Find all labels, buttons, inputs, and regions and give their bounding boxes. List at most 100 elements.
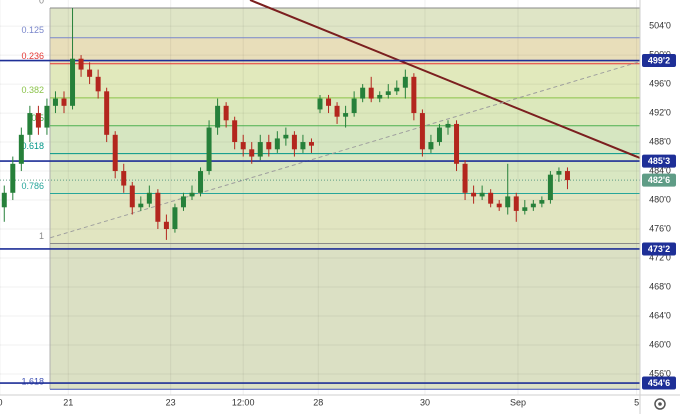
candle-body [78,58,84,70]
candle-body [471,192,477,197]
candle-body [121,171,127,186]
x-tick-label: 12:00 [232,397,255,407]
candle-body [513,196,519,211]
candle-body [360,87,366,99]
x-tick-label: 28 [313,397,323,407]
fib-label: 0.236 [21,51,44,61]
candle-body [44,105,50,128]
price-badge-label: 454'6 [648,378,670,388]
price-badge-label: 499'2 [648,55,670,65]
candle-body [539,200,545,204]
candle-body [223,105,229,121]
candle-body [240,142,246,150]
candle-body [462,163,468,193]
candle-body [377,94,383,99]
candle-body [35,113,41,128]
trend-line [50,61,641,239]
y-tick-label: 480'0 [649,194,671,204]
y-tick-label: 456'0 [649,368,671,378]
x-tick-label: 23 [166,397,176,407]
candle-body [257,142,263,157]
fib-label: 0 [39,0,44,5]
candle-body [556,171,562,175]
fib-label: 0.786 [21,181,44,191]
candle-body [445,123,451,128]
candle-body [27,113,33,135]
candle-body [249,149,255,157]
candle-body [351,98,357,114]
candle-body [198,171,204,193]
y-tick-label: 464'0 [649,310,671,320]
settings-icon[interactable] [654,398,666,410]
x-tick-label: 0 [0,397,3,407]
candle-body [308,142,314,146]
candle-body [10,163,16,193]
candle-body [368,87,374,99]
candle-body [52,98,58,106]
fib-band [50,37,640,64]
candle-body [18,134,24,164]
price-badge [642,376,676,390]
candle-body [547,174,553,201]
candle-body [138,203,144,208]
candle-body [300,142,306,150]
candle-body [436,127,442,143]
candle-body [326,98,332,106]
y-tick-label: 504'0 [649,20,671,30]
price-badge-label: 485'3 [648,156,670,166]
y-tick-label: 468'0 [649,281,671,291]
candle-body [530,203,536,208]
candle-body [232,120,238,143]
candle-body [1,192,7,208]
candle-body [317,98,323,110]
candle-body [283,134,289,139]
price-badge [642,154,676,168]
candle-body [385,91,391,95]
candle-body [496,203,502,208]
y-tick-label: 460'0 [649,339,671,349]
x-tick-label: 21 [63,397,73,407]
candle-body [95,76,101,92]
candle-body [402,76,408,88]
candle-body [343,113,349,117]
x-tick-label: 5 [634,397,639,407]
candle-body [394,87,400,92]
candle-body [61,98,67,106]
candle-body [411,76,417,114]
candle-body [87,69,93,77]
fib-label: 0.125 [21,25,44,35]
y-tick-label: 484'0 [649,165,671,175]
price-badge [642,54,676,68]
price-badge-label: 482'6 [648,175,670,185]
y-tick-label: 488'0 [649,136,671,146]
candle-body [163,221,169,230]
y-tick-label: 472'0 [649,252,671,262]
candle-body [180,196,186,208]
y-tick-label: 496'0 [649,78,671,88]
fib-band [50,63,640,98]
candle-body [505,196,511,208]
candle-body [215,105,221,128]
fib-label: 0.618 [21,141,44,151]
fib-band [50,243,640,390]
candle-body [104,91,110,135]
price-badge [642,173,676,187]
trend-line [249,0,641,159]
candle-body [291,134,297,150]
candle-body [70,58,76,106]
gear[interactable] [654,398,666,410]
candle-body [334,105,340,117]
candle-body [206,127,212,172]
x-tick-label: Sep [510,397,526,407]
candle-body [266,142,272,150]
fib-label: 1 [39,231,44,241]
y-tick-label: 492'0 [649,107,671,117]
gear-center[interactable] [658,402,662,406]
candle-body [479,192,485,197]
fib-label: 1.618 [21,377,44,387]
candle-body [129,185,135,208]
fib-label: 0.382 [21,85,44,95]
